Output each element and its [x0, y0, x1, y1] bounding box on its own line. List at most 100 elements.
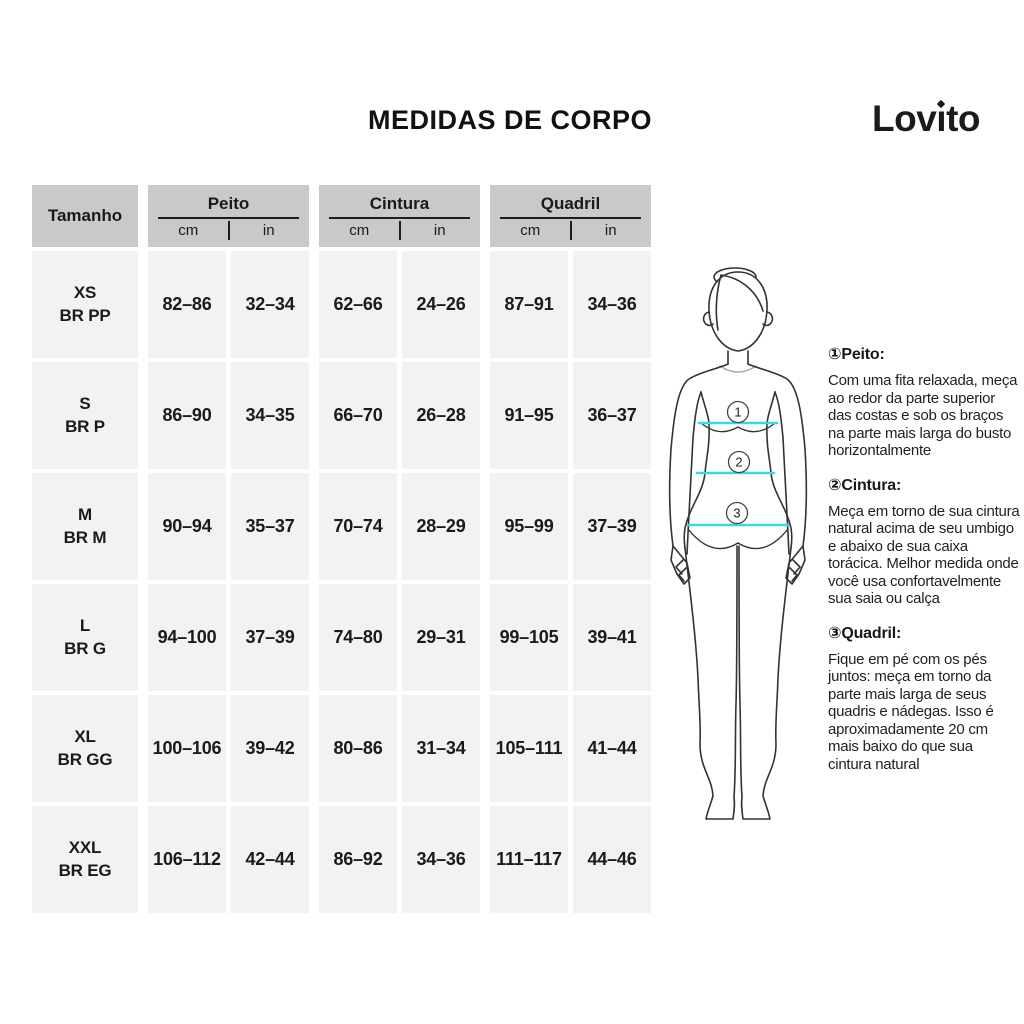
instruction-cintura-heading: ②Cintura:: [828, 476, 902, 494]
marker-3-number: 3: [733, 506, 740, 521]
table-row-m: M BR M 90–94 35–37 70–74 28–29 95–99 37–3…: [32, 473, 651, 580]
value-cell: 32–34: [231, 251, 309, 358]
br-size-label: BR PP: [59, 305, 111, 325]
leg-left: [684, 545, 738, 820]
instruction-cintura: ②Cintura: Meça em torno de sua cintura n…: [828, 475, 1020, 608]
unit-divider: [398, 220, 401, 240]
header-group-peito-label: Peito: [207, 194, 250, 214]
value-cell: 95–99: [490, 473, 568, 580]
size-label: XXL: [68, 837, 102, 857]
value-cell: 44–46: [573, 806, 651, 913]
unit-label-cm: cm: [349, 221, 370, 239]
body-figure-illustration: 1 2 3: [668, 267, 808, 820]
header-group-quadril: Quadril cm in: [490, 185, 651, 247]
instruction-cintura-body: Meça em torno de sua cintura natural aci…: [828, 502, 1020, 608]
arm-left-outer: [668, 363, 729, 547]
value-cell: 34–36: [402, 806, 480, 913]
instruction-peito: ①Peito: Com uma fita relaxada, meça ao r…: [828, 344, 1020, 460]
value-cell: 28–29: [402, 473, 480, 580]
briefs-right: [737, 528, 789, 550]
value-cell: 90–94: [148, 473, 226, 580]
brand-logo-diamond-dot-i: ı: [936, 98, 947, 139]
leg-right: [738, 545, 792, 820]
unit-label-cm: cm: [178, 221, 199, 239]
size-label: L: [79, 615, 91, 635]
marker-2-circle: [727, 450, 751, 474]
brand-logo-post: to: [946, 98, 980, 139]
ear-left: [702, 311, 714, 327]
header-cell-tamanho: Tamanho: [32, 185, 138, 247]
unit-label-in: in: [433, 221, 446, 239]
value-cell: 34–35: [231, 362, 309, 469]
body-measurement-figure: 1 2 3: [657, 266, 817, 836]
page-title: MEDIDAS DE CORPO: [0, 105, 1024, 136]
page-title-text: MEDIDAS DE CORPO: [367, 105, 653, 135]
value-cell: 24–26: [402, 251, 480, 358]
value-cell: 37–39: [231, 584, 309, 691]
neck: [727, 350, 749, 365]
value-cell: 31–34: [402, 695, 480, 802]
arm-right-inner: [774, 391, 790, 555]
instruction-quadril-heading: ③Quadril:: [828, 624, 902, 642]
value-cell: 74–80: [319, 584, 397, 691]
unit-label-in: in: [262, 221, 275, 239]
value-cell: 70–74: [319, 473, 397, 580]
table-row-xl: XL BR GG 100–106 39–42 80–86 31–34 105–11…: [32, 695, 651, 802]
br-size-label: BR GG: [57, 749, 113, 769]
table-row-xs: XS BR PP 82–86 32–34 62–66 24–26 87–91 34…: [32, 251, 651, 358]
value-cell: 82–86: [148, 251, 226, 358]
instruction-quadril-body: Fique em pé com os pés juntos: meça em t…: [828, 650, 994, 773]
value-cell: 36–37: [573, 362, 651, 469]
br-size-label: BR M: [63, 527, 107, 547]
hand-right-fingers: [789, 559, 801, 582]
unit-label-cm: cm: [520, 221, 541, 239]
size-cell: S BR P: [32, 362, 138, 469]
marker-1-circle: [726, 400, 750, 424]
value-cell: 41–44: [573, 695, 651, 802]
value-cell: 106–112: [148, 806, 226, 913]
ear-right: [762, 311, 774, 327]
value-cell: 29–31: [402, 584, 480, 691]
value-cell: 42–44: [231, 806, 309, 913]
size-cell: XXL BR EG: [32, 806, 138, 913]
hand-left-fingers: [675, 559, 687, 582]
size-cell: L BR G: [32, 584, 138, 691]
br-size-label: BR P: [65, 416, 105, 436]
value-cell: 99–105: [490, 584, 568, 691]
value-cell: 86–92: [319, 806, 397, 913]
value-cell: 26–28: [402, 362, 480, 469]
value-cell: 39–42: [231, 695, 309, 802]
size-label: XL: [74, 726, 96, 746]
value-cell: 37–39: [573, 473, 651, 580]
header-underline: [500, 216, 641, 219]
value-cell: 66–70: [319, 362, 397, 469]
instruction-peito-heading: ①Peito:: [828, 346, 885, 363]
marker-3-circle: [725, 501, 749, 525]
header-underline: [158, 216, 299, 219]
value-cell: 39–41: [573, 584, 651, 691]
value-cell: 35–37: [231, 473, 309, 580]
header-underline: [329, 216, 470, 219]
size-label: M: [78, 504, 92, 524]
size-table: Tamanho Peito cm in Cintura cm in: [32, 185, 651, 917]
value-cell: 111–117: [490, 806, 568, 913]
header-group-cintura: Cintura cm in: [319, 185, 480, 247]
hair-sweep: [715, 274, 764, 331]
value-cell: 86–90: [148, 362, 226, 469]
value-cell: 62–66: [319, 251, 397, 358]
briefs-left: [687, 528, 739, 550]
header-group-quadril-label: Quadril: [540, 194, 601, 214]
collar-line: [719, 365, 757, 373]
size-cell: M BR M: [32, 473, 138, 580]
value-cell: 34–36: [573, 251, 651, 358]
arm-right-outer: [747, 363, 808, 547]
size-label: S: [79, 393, 91, 413]
br-size-label: BR G: [64, 638, 106, 658]
size-label: XS: [73, 282, 97, 302]
table-row-s: S BR P 86–90 34–35 66–70 26–28 91–95 36–3…: [32, 362, 651, 469]
unit-divider: [227, 220, 230, 240]
arm-left-inner: [686, 391, 702, 555]
head-outline: [708, 271, 768, 352]
size-cell: XL BR GG: [32, 695, 138, 802]
